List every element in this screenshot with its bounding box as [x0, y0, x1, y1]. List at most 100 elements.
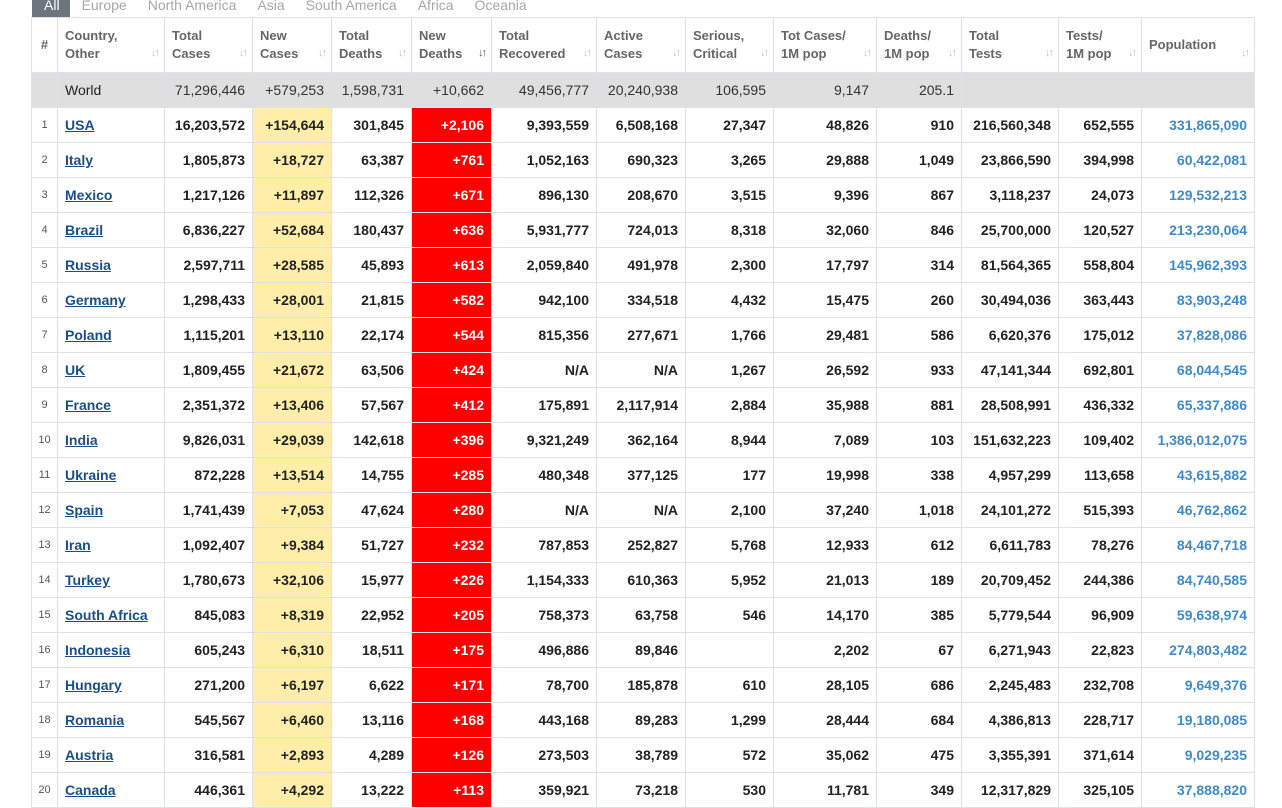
country-link[interactable]: Romania [65, 712, 125, 728]
total-recovered-cell: 443,168 [491, 702, 597, 738]
tests-per-1m-cell: 325,105 [1058, 772, 1142, 808]
table-row: 1 USA 16,203,572 +154,644 301,845 +2,106 9,393… [31, 107, 1255, 143]
sort-icon[interactable]: ↓↑ [318, 47, 327, 59]
population-cell: 46,762,862 [1141, 492, 1255, 528]
country-link[interactable]: Turkey [65, 572, 110, 588]
country-link[interactable]: Ukraine [65, 467, 117, 483]
country-link[interactable]: Austria [65, 747, 114, 763]
sort-icon[interactable]: ↓↑ [672, 47, 681, 59]
country-link[interactable]: Indonesia [65, 642, 131, 658]
new-deaths-cell: +2,106 [411, 107, 492, 143]
deaths-per-1m-cell: 867 [876, 177, 962, 213]
total-tests-cell: 5,779,544 [961, 597, 1059, 633]
deaths-per-1m-cell: 1,049 [876, 142, 962, 178]
total-cases-cell: 316,581 [164, 737, 253, 773]
column-header-line2: Other [65, 46, 100, 61]
rank-cell: 20 [31, 772, 58, 808]
country-link[interactable]: Canada [65, 782, 116, 798]
sort-icon[interactable]: ↓↑ [863, 47, 872, 59]
country-link[interactable]: Russia [65, 257, 111, 273]
sort-icon[interactable]: ↓↑ [760, 47, 769, 59]
tab-oceania[interactable]: Oceania [474, 0, 527, 13]
column-header-tests-per-1m[interactable]: Tests/1M pop ↓↑ [1058, 17, 1142, 73]
country-link[interactable]: UK [65, 362, 86, 378]
country-link[interactable]: India [65, 432, 98, 448]
tab-south-america[interactable]: South America [305, 0, 397, 13]
column-header-total-deaths[interactable]: Total Deaths ↓↑ [331, 17, 412, 73]
country-link[interactable]: Brazil [65, 222, 104, 238]
column-header-active-cases[interactable]: Active Cases ↓↑ [596, 17, 686, 73]
tab-all[interactable]: All [32, 0, 70, 18]
total-recovered-cell: 496,886 [491, 632, 597, 668]
tests-per-1m-cell: 109,402 [1058, 422, 1142, 458]
new-cases-cell: +28,585 [252, 247, 332, 283]
tests-per-1m-cell: 24,073 [1058, 177, 1142, 213]
sort-icon[interactable]: ↓↑ [1128, 47, 1137, 59]
country-link[interactable]: Spain [65, 502, 104, 518]
tab-north-america[interactable]: North America [147, 0, 237, 13]
deaths-per-1m-cell: 1,018 [876, 492, 962, 528]
table-row: 8 UK 1,809,455 +21,672 63,506 +424 N/A N/A 1,267… [31, 352, 1255, 388]
new-cases-cell: +13,110 [252, 317, 332, 353]
sort-icon[interactable]: ↓↑ [1045, 47, 1054, 59]
column-header-serious-critical[interactable]: Serious, Critical ↓↑ [685, 17, 774, 73]
rank-cell: 15 [31, 597, 58, 633]
column-header-total-recovered[interactable]: Total Recovered ↓↑ [491, 17, 597, 73]
population-cell: 65,337,886 [1141, 387, 1255, 423]
country-link[interactable]: France [65, 397, 111, 413]
sort-icon[interactable]: ↓↑ [398, 47, 407, 59]
country-link[interactable]: Hungary [65, 677, 122, 693]
country-link[interactable]: Mexico [65, 187, 113, 203]
total-tests-cell: 3,118,237 [961, 177, 1059, 213]
tab-europe[interactable]: Europe [81, 0, 127, 13]
deaths-per-1m-cell: 586 [876, 317, 962, 353]
sort-icon[interactable]: ↓↑ [478, 47, 487, 59]
column-header-total-cases[interactable]: Total Cases ↓↑ [164, 17, 253, 73]
column-header-total-tests[interactable]: Total Tests ↓↑ [961, 17, 1059, 73]
sort-icon[interactable]: ↓↑ [239, 47, 248, 59]
new-cases-cell: +52,684 [252, 212, 332, 248]
new-cases-cell: +6,310 [252, 632, 332, 668]
column-header-new-deaths[interactable]: New Deaths ↓↑ [411, 17, 492, 73]
column-header-country[interactable]: Country, Other ↓↑ [57, 17, 165, 73]
column-header-line1: Deaths/ [884, 28, 931, 43]
serious-cell: 4,432 [685, 282, 774, 318]
population-cell: 84,740,585 [1141, 562, 1255, 598]
column-header-new-cases[interactable]: New Cases ↓↑ [252, 17, 332, 73]
deaths-per-1m-cell: 846 [876, 212, 962, 248]
deaths-per-1m-cell: 475 [876, 737, 962, 773]
active-cases-cell: 38,789 [596, 737, 686, 773]
tests-per-1m-cell: 78,276 [1058, 527, 1142, 563]
rank-cell: 3 [31, 177, 58, 213]
column-header-cases-per-1m[interactable]: Tot Cases/1M pop ↓↑ [773, 17, 877, 73]
tests-per-1m-cell: 113,658 [1058, 457, 1142, 493]
cases-per-1m-cell: 26,592 [773, 352, 877, 388]
sort-icon[interactable]: ↓↑ [948, 47, 957, 59]
sort-icon[interactable]: ↓↑ [1241, 47, 1250, 59]
column-header-rank[interactable]: # [31, 17, 58, 73]
country-link[interactable]: South Africa [65, 607, 148, 623]
population-cell: 331,865,090 [1141, 107, 1255, 143]
tab-asia[interactable]: Asia [257, 0, 285, 13]
country-cell: France [57, 387, 165, 423]
country-link[interactable]: USA [65, 117, 95, 133]
tab-africa[interactable]: Africa [417, 0, 454, 13]
country-cell: Ukraine [57, 457, 165, 493]
country-link[interactable]: Iran [65, 537, 91, 553]
cases-per-1m-cell: 35,988 [773, 387, 877, 423]
table-row: 14 Turkey 1,780,673 +32,106 15,977 +226 1,154,… [31, 562, 1255, 598]
country-cell: Turkey [57, 562, 165, 598]
country-link[interactable]: Germany [65, 292, 126, 308]
column-header-population[interactable]: Population ↓↑ [1141, 17, 1255, 73]
sort-icon[interactable]: ↓↑ [151, 47, 160, 59]
total-deaths-cell: 63,506 [331, 352, 412, 388]
sort-icon[interactable]: ↓↑ [583, 47, 592, 59]
tests-per-1m-cell: 244,386 [1058, 562, 1142, 598]
country-link[interactable]: Poland [65, 327, 112, 343]
new-cases-cell: +9,384 [252, 527, 332, 563]
column-header-deaths-per-1m[interactable]: Deaths/1M pop ↓↑ [876, 17, 962, 73]
deaths-per-1m-cell: 385 [876, 597, 962, 633]
country-link[interactable]: Italy [65, 152, 94, 168]
column-header-line2: 1M pop [884, 46, 930, 61]
total-cases-cell: 872,228 [164, 457, 253, 493]
